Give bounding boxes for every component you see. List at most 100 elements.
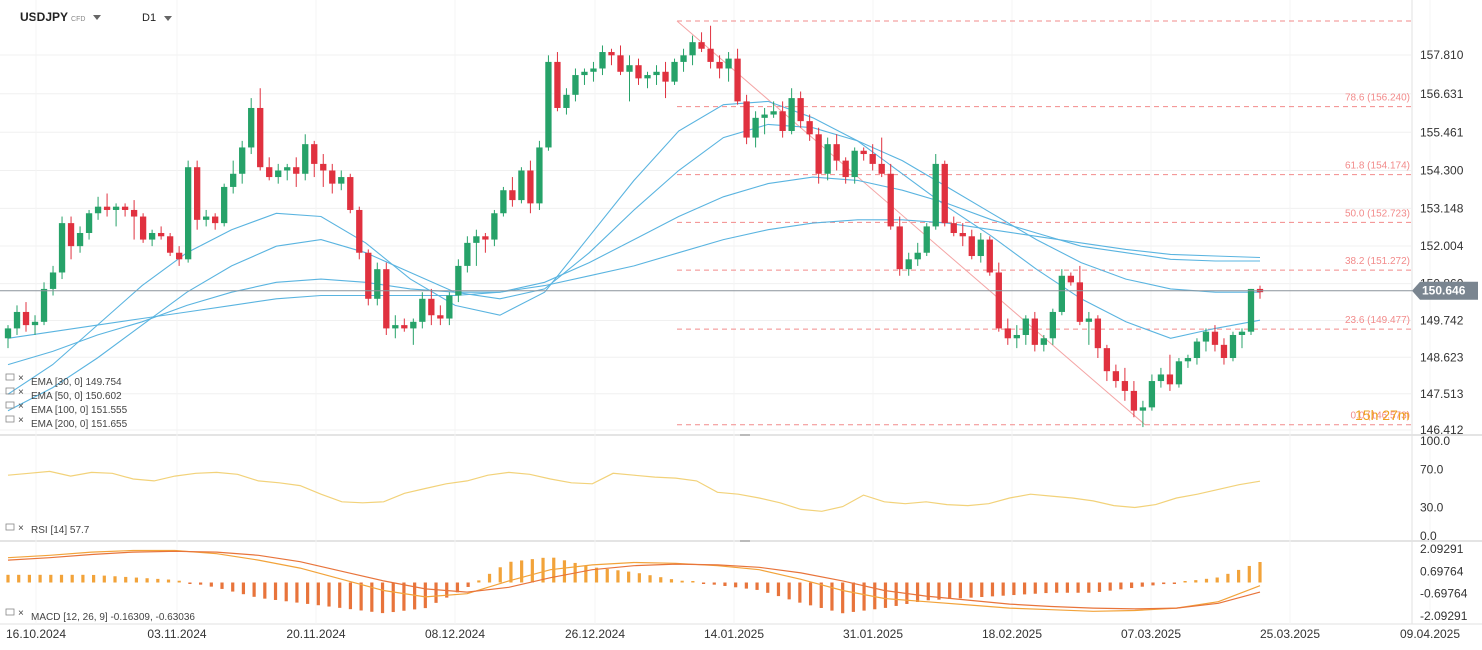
candle-body (1148, 381, 1156, 408)
candle-up (653, 65, 660, 85)
candle-up (536, 140, 543, 210)
candle-body (410, 321, 417, 329)
macd-histogram-bar (562, 560, 567, 583)
macd-histogram-bar (1033, 582, 1037, 594)
candle-down (157, 226, 165, 240)
macd-histogram-bar (980, 582, 984, 598)
candle-up (1184, 354, 1192, 368)
candle-up (563, 88, 570, 115)
candle-down (22, 302, 30, 332)
macd-histogram-bar (1012, 582, 1016, 596)
settings-icon (5, 608, 15, 616)
candle-body (1193, 341, 1201, 359)
candle-body (689, 42, 696, 56)
candle-body (1040, 338, 1047, 345)
candle-up (419, 292, 426, 329)
candle-up (1157, 367, 1165, 388)
timeframe-label: D1 (142, 12, 157, 24)
candle-body (1121, 381, 1129, 391)
candle-up (284, 163, 291, 181)
candle-body (58, 223, 66, 273)
candle-up (1049, 308, 1056, 345)
macd-histogram-bar (295, 582, 299, 603)
candle-down (662, 61, 669, 99)
candle-body (1157, 374, 1165, 382)
candle-body (869, 154, 876, 164)
candle-up (491, 209, 498, 247)
macd-tick-label: 2.09291 (1420, 542, 1464, 556)
candle-down (103, 193, 111, 217)
candle-body (392, 325, 399, 329)
settings-icon (5, 387, 15, 395)
candle-up (689, 35, 696, 66)
candle-body (1058, 275, 1065, 312)
macd-histogram-bar (284, 582, 288, 602)
candle-up (725, 52, 732, 82)
candle-body (698, 42, 705, 49)
macd-histogram-bar (263, 582, 267, 599)
candle-down (175, 246, 183, 266)
macd-histogram-bar (273, 582, 278, 600)
candle-up (40, 282, 48, 326)
candle-body (842, 160, 849, 178)
candle-body (545, 61, 552, 148)
macd-histogram-bar (1204, 578, 1209, 583)
candle-down (527, 160, 534, 214)
candle-body (1031, 318, 1038, 345)
candle-body (203, 216, 210, 220)
macd-histogram-bar (680, 580, 684, 583)
candle-down (716, 55, 723, 79)
candle-body (239, 147, 246, 174)
close-icon: × (18, 415, 24, 426)
macd-panel: 2.09291 0.69764 -0.69764 -2.09291 × MACD [12,… (5, 542, 1468, 623)
macd-histogram-bar (413, 582, 417, 610)
candle-down (257, 88, 264, 171)
macd-histogram-bar (958, 582, 962, 599)
candle-body (428, 298, 435, 316)
macd-histogram-bar (252, 582, 256, 597)
candle-down (509, 177, 516, 207)
candle-up (230, 160, 237, 194)
candle-up (770, 101, 777, 118)
candle-up (572, 68, 579, 102)
settings-icon (5, 401, 15, 409)
candle-body (248, 107, 255, 148)
close-icon: × (18, 387, 24, 398)
candle-body (1085, 318, 1093, 322)
candle-body (590, 68, 597, 72)
date-tick-label: 26.12.2024 (565, 627, 625, 641)
macd-histogram-bar (177, 580, 181, 583)
candle-body (221, 186, 228, 224)
candle-up (761, 107, 768, 135)
candle-down (878, 137, 885, 178)
macd-signal-line (7, 550, 1261, 610)
symbol-selector[interactable]: USDJPY CFD (20, 10, 102, 24)
macd-histogram-bar (808, 582, 813, 606)
macd-histogram-bar (316, 582, 320, 606)
macd-histogram-bar (830, 582, 834, 611)
candle-body (950, 223, 957, 233)
timeframe-selector[interactable]: D1 (142, 12, 173, 24)
candle-down (959, 223, 966, 247)
macd-histogram-bar (616, 570, 620, 583)
candle-up (248, 98, 255, 155)
candle-body (1175, 361, 1183, 385)
macd-histogram-bar (520, 560, 524, 583)
candle-body (833, 144, 840, 161)
candle-up (58, 216, 66, 280)
macd-histogram-bar (691, 581, 695, 583)
candle-body (770, 111, 777, 115)
candle-body (797, 98, 804, 122)
candle-body (662, 71, 669, 82)
macd-histogram-bar (755, 582, 759, 590)
candle-up (473, 229, 480, 266)
candle-body (347, 177, 354, 210)
candle-up (1247, 288, 1255, 335)
rsi-line (7, 470, 1261, 512)
candle-body (1229, 334, 1237, 359)
panel-resize-handle (740, 540, 750, 542)
macd-histogram-bar (380, 582, 385, 614)
candle-down (383, 262, 390, 335)
candle-body (1004, 328, 1011, 339)
